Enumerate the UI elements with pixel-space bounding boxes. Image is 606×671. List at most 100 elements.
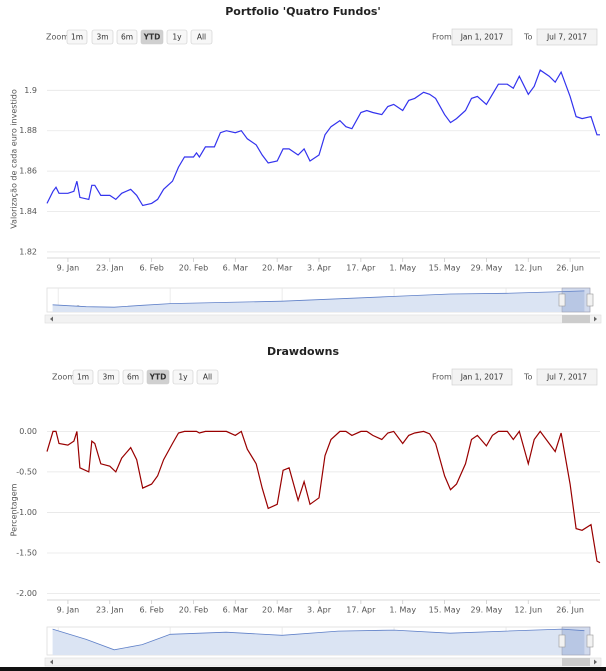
zoom-button[interactable] bbox=[122, 369, 144, 385]
zoom-button[interactable] bbox=[72, 369, 94, 385]
x-tick-label: 15. May bbox=[429, 264, 461, 273]
zoom-button[interactable] bbox=[116, 29, 138, 45]
y-tick-label: 1.9 bbox=[24, 86, 37, 95]
y-tick-label: 1.88 bbox=[19, 126, 37, 135]
series-line bbox=[46, 430, 601, 564]
navigator-handle[interactable] bbox=[586, 293, 594, 307]
zoom-button[interactable] bbox=[146, 369, 170, 385]
zoom-button-label[interactable]: 1m bbox=[77, 373, 89, 382]
y-axis-title: Percentagem bbox=[10, 483, 19, 536]
x-tick-label: 20. Feb bbox=[179, 264, 208, 273]
from-value[interactable]: Jan 1, 2017 bbox=[460, 33, 504, 42]
from-input[interactable] bbox=[451, 28, 513, 46]
chart-title: Drawdowns bbox=[267, 345, 340, 358]
x-tick-label: 6. Feb bbox=[139, 606, 163, 615]
y-axis-title: Valorização de cada euro investido bbox=[10, 89, 19, 229]
y-tick-label: -1.00 bbox=[16, 508, 37, 517]
x-tick-label: 12. Jun bbox=[514, 606, 542, 615]
zoom-button-label[interactable]: 3m bbox=[102, 373, 114, 382]
to-value[interactable]: Jul 7, 2017 bbox=[546, 373, 587, 382]
navigator-handle[interactable] bbox=[586, 634, 594, 648]
scrollbar-thumb[interactable] bbox=[562, 658, 590, 666]
x-tick-label: 1. May bbox=[389, 264, 416, 273]
to-label: To bbox=[523, 33, 533, 42]
to-label: To bbox=[523, 373, 533, 382]
navigator-area bbox=[52, 629, 585, 655]
y-tick-label: 1.86 bbox=[19, 167, 37, 176]
x-tick-label: 20. Feb bbox=[179, 606, 208, 615]
from-label: From bbox=[432, 373, 452, 382]
y-tick-label: -2.00 bbox=[16, 589, 37, 598]
zoom-label: Zoom bbox=[52, 373, 75, 382]
x-tick-label: 23. Jan bbox=[96, 606, 124, 615]
x-tick-label: 15. May bbox=[429, 606, 461, 615]
navigator-line bbox=[52, 628, 585, 651]
zoom-button[interactable] bbox=[172, 369, 194, 385]
zoom-button-label[interactable]: 6m bbox=[127, 373, 139, 382]
y-tick-label: -1.50 bbox=[16, 548, 37, 557]
navigator-handle[interactable] bbox=[558, 293, 566, 307]
from-value[interactable]: Jan 1, 2017 bbox=[460, 373, 504, 382]
zoom-button[interactable] bbox=[97, 369, 120, 385]
zoom-button-label[interactable]: 6m bbox=[121, 33, 133, 42]
zoom-button-label[interactable]: YTD bbox=[143, 33, 161, 42]
x-tick-label: 17. Apr bbox=[346, 264, 376, 273]
zoom-button-label[interactable]: All bbox=[203, 373, 212, 382]
zoom-button-label[interactable]: 1y bbox=[178, 373, 188, 382]
y-tick-label: -0.50 bbox=[16, 467, 37, 476]
from-label: From bbox=[432, 33, 452, 42]
x-tick-label: 20. Mar bbox=[262, 606, 293, 615]
y-tick-label: 1.84 bbox=[19, 207, 37, 216]
x-tick-label: 6. Feb bbox=[139, 264, 163, 273]
navigator-selection[interactable] bbox=[561, 287, 591, 313]
zoom-button[interactable] bbox=[66, 29, 88, 45]
x-tick-label: 9. Jan bbox=[57, 606, 80, 615]
zoom-button[interactable] bbox=[190, 29, 213, 45]
scroll-left-arrow[interactable] bbox=[50, 659, 53, 665]
scroll-right-arrow[interactable] bbox=[594, 316, 597, 322]
scrollbar-track bbox=[44, 314, 602, 324]
x-tick-label: 26. Jun bbox=[556, 606, 584, 615]
zoom-button-label[interactable]: 1m bbox=[71, 33, 83, 42]
x-tick-label: 1. May bbox=[389, 606, 416, 615]
x-tick-label: 26. Jun bbox=[556, 264, 584, 273]
navigator-handle[interactable] bbox=[558, 634, 566, 648]
x-tick-label: 9. Jan bbox=[57, 264, 80, 273]
navigator-selection[interactable] bbox=[561, 626, 591, 656]
bottom-border bbox=[0, 667, 606, 671]
zoom-button-label[interactable]: 3m bbox=[96, 33, 108, 42]
zoom-button-label[interactable]: YTD bbox=[149, 373, 167, 382]
y-tick-label: 0.00 bbox=[19, 427, 37, 436]
zoom-button[interactable] bbox=[196, 369, 219, 385]
zoom-label: Zoom bbox=[46, 33, 69, 42]
x-tick-label: 6. Mar bbox=[223, 264, 249, 273]
scrollbar-track bbox=[44, 657, 602, 667]
navigator-line bbox=[52, 290, 585, 308]
to-value[interactable]: Jul 7, 2017 bbox=[546, 33, 587, 42]
scroll-left-arrow[interactable] bbox=[50, 316, 53, 322]
zoom-button[interactable] bbox=[140, 29, 164, 45]
chart-title: Portfolio 'Quatro Fundos' bbox=[225, 5, 381, 18]
to-input[interactable] bbox=[536, 28, 598, 46]
x-tick-label: 23. Jan bbox=[96, 264, 124, 273]
zoom-button[interactable] bbox=[91, 29, 114, 45]
x-tick-label: 12. Jun bbox=[514, 264, 542, 273]
from-input[interactable] bbox=[451, 368, 513, 386]
scroll-right-arrow[interactable] bbox=[594, 659, 597, 665]
y-tick-label: 1.82 bbox=[19, 247, 37, 256]
zoom-button-label[interactable]: All bbox=[197, 33, 206, 42]
navigator-area bbox=[52, 290, 585, 312]
to-input[interactable] bbox=[536, 368, 598, 386]
x-tick-label: 20. Mar bbox=[262, 264, 293, 273]
x-tick-label: 29. May bbox=[471, 264, 503, 273]
zoom-button[interactable] bbox=[166, 29, 188, 45]
scrollbar-thumb[interactable] bbox=[562, 315, 590, 323]
x-tick-label: 3. Apr bbox=[307, 264, 332, 273]
series-line bbox=[46, 69, 600, 207]
x-tick-label: 6. Mar bbox=[223, 606, 249, 615]
x-tick-label: 29. May bbox=[471, 606, 503, 615]
zoom-button-label[interactable]: 1y bbox=[172, 33, 182, 42]
x-tick-label: 17. Apr bbox=[346, 606, 376, 615]
x-tick-label: 3. Apr bbox=[307, 606, 332, 615]
